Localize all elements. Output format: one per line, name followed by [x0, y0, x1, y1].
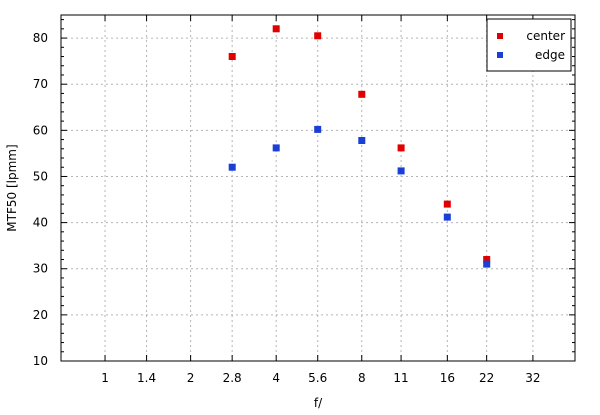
x-tick-label: 1 — [101, 371, 109, 385]
x-tick-label: 4 — [272, 371, 280, 385]
x-tick-label: 2 — [187, 371, 195, 385]
point-edge — [272, 144, 280, 152]
y-tick-label: 10 — [33, 354, 48, 368]
point-edge — [443, 213, 451, 221]
legend-swatch-edge — [497, 52, 503, 58]
x-axis-title: f/ — [314, 396, 323, 410]
x-tick-label: 22 — [479, 371, 494, 385]
data-points — [228, 25, 491, 268]
point-edge — [397, 167, 405, 175]
x-tick-labels: 1 1.4 2 2.8 4 5.6 8 11 16 22 32 — [101, 371, 540, 385]
y-tick-label: 30 — [33, 262, 48, 276]
y-tick-label: 20 — [33, 308, 48, 322]
point-center — [228, 53, 236, 60]
y-tick-label: 70 — [33, 77, 48, 91]
point-edge — [483, 260, 491, 268]
point-center — [272, 25, 280, 33]
x-tick-label: 5.6 — [308, 371, 327, 385]
x-tick-label: 8 — [358, 371, 366, 385]
point-edge — [358, 137, 366, 144]
x-tick-label: 11 — [393, 371, 408, 385]
legend: center edge — [486, 18, 572, 72]
x-tick-label: 1.4 — [137, 371, 156, 385]
point-center — [358, 90, 366, 98]
point-center — [314, 32, 322, 40]
legend-label-edge: edge — [535, 48, 565, 62]
legend-box — [486, 18, 572, 72]
point-edge — [228, 163, 236, 171]
y-tick-label: 60 — [33, 123, 48, 137]
y-axis-title: MTF50 [lpmm] — [5, 144, 19, 231]
y-tick-labels: 10 20 30 40 50 60 70 80 — [33, 31, 48, 368]
point-center — [483, 256, 491, 263]
point-center — [443, 200, 451, 208]
x-tick-label: 32 — [525, 371, 540, 385]
y-tick-label: 50 — [33, 169, 48, 183]
y-tick-label: 40 — [33, 216, 48, 230]
legend-swatch-center — [497, 33, 503, 39]
point-center — [397, 144, 405, 152]
x-tick-label: 2.8 — [223, 371, 242, 385]
legend-label-center: center — [526, 29, 565, 43]
y-tick-label: 80 — [33, 31, 48, 45]
point-edge — [314, 125, 322, 133]
axis-ticks — [61, 15, 575, 362]
x-tick-label: 16 — [440, 371, 455, 385]
